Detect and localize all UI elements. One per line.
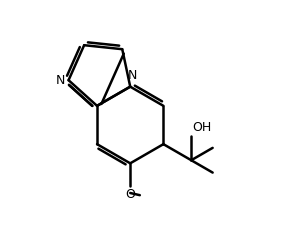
Text: N: N xyxy=(56,74,65,87)
Text: OH: OH xyxy=(193,121,212,134)
Text: O: O xyxy=(125,188,135,201)
Text: N: N xyxy=(128,69,137,82)
